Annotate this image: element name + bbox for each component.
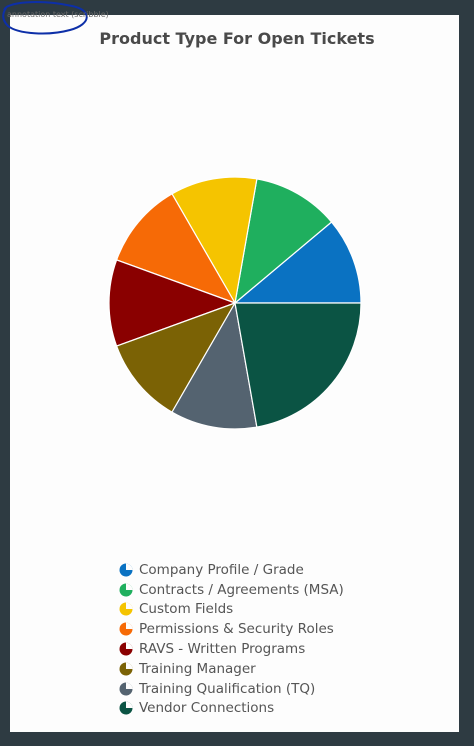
pie-slice-custom-fields[interactable]: [171, 176, 258, 305]
legend-item[interactable]: Permissions & Security Roles: [119, 619, 439, 639]
pie-slice-vendor-connections[interactable]: [234, 302, 362, 428]
legend-item[interactable]: Contracts / Agreements (MSA): [119, 580, 439, 600]
pie-slice-company-profile-grade[interactable]: [233, 221, 362, 304]
legend-item[interactable]: Vendor Connections: [119, 699, 439, 719]
pie-legend-icon: [119, 662, 133, 676]
chart-title: Product Type For Open Tickets: [99, 29, 375, 48]
pie-legend-icon: [119, 642, 133, 656]
pie-legend-icon: [119, 602, 133, 616]
legend-label: Permissions & Security Roles: [139, 621, 334, 638]
legend-item[interactable]: Company Profile / Grade: [119, 560, 439, 580]
scribble-annotation: [2, 1, 88, 35]
legend-item[interactable]: RAVS - Written Programs: [119, 639, 439, 659]
legend-label: Vendor Connections: [139, 700, 275, 717]
pie-legend-icon: [119, 622, 133, 636]
legend-item[interactable]: Training Qualification (TQ): [119, 679, 439, 699]
legend-label: Company Profile / Grade: [139, 561, 304, 578]
pie-legend-icon: [119, 682, 133, 696]
legend-label: RAVS - Written Programs: [139, 641, 306, 658]
legend-label: Contracts / Agreements (MSA): [139, 581, 344, 598]
scribble-text: annotation text (scribble): [7, 10, 109, 19]
legend-item[interactable]: Training Manager: [119, 659, 439, 679]
pie-slice-ravs-written-programs[interactable]: [108, 259, 237, 347]
legend-label: Custom Fields: [139, 601, 234, 618]
pie-legend-icon: [119, 563, 133, 577]
pie-slice-training-qualification-tq[interactable]: [171, 301, 258, 430]
pie-legend-icon: [119, 701, 133, 715]
pie-slice-contracts-agreements-msa[interactable]: [234, 178, 333, 305]
legend-item[interactable]: Custom Fields: [119, 600, 439, 620]
pie-slice-permissions-security-roles[interactable]: [115, 193, 237, 305]
legend-label: Training Qualification (TQ): [139, 680, 316, 697]
chart-legend: Company Profile / Grade Contracts / Agre…: [119, 560, 439, 718]
pie-slice-training-manager[interactable]: [115, 301, 237, 413]
pie-legend-icon: [119, 583, 133, 597]
legend-label: Training Manager: [139, 660, 256, 677]
